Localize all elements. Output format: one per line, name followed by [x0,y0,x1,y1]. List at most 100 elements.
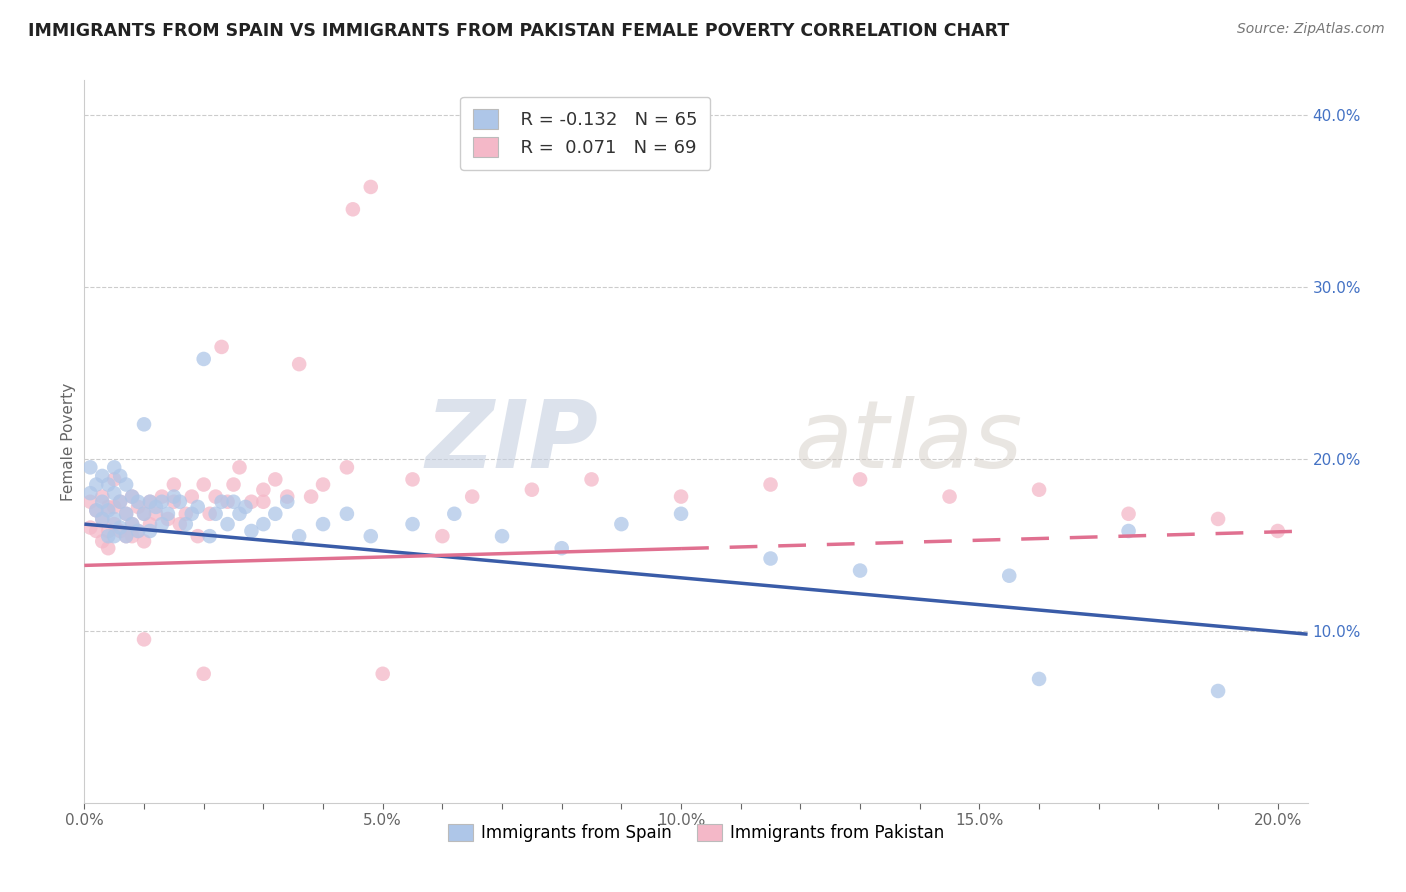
Point [252,483,274,497]
Point [240,494,263,508]
Point [1028,483,1050,497]
Point [336,507,359,521]
Point [115,529,138,543]
Point [235,500,257,514]
Point [103,529,125,543]
Point [174,507,197,521]
Point [276,494,298,508]
Point [759,551,782,566]
Point [97,477,120,491]
Point [443,507,465,521]
Text: IMMIGRANTS FROM SPAIN VS IMMIGRANTS FROM PAKISTAN FEMALE POVERTY CORRELATION CHA: IMMIGRANTS FROM SPAIN VS IMMIGRANTS FROM… [28,22,1010,40]
Point [108,520,131,534]
Point [139,494,162,508]
Point [103,486,125,500]
Point [163,477,186,491]
Point [97,541,120,556]
Point [240,524,263,538]
Point [139,517,162,532]
Point [222,494,245,508]
Point [669,507,692,521]
Point [288,357,311,371]
Point [103,460,125,475]
Point [127,500,149,514]
Point [84,503,107,517]
Point [204,490,226,504]
Point [121,517,143,532]
Point [581,472,603,486]
Point [193,477,215,491]
Point [551,541,574,556]
Point [84,524,107,538]
Point [145,507,167,521]
Point [132,417,155,432]
Point [79,460,101,475]
Point [84,503,107,517]
Point [1206,512,1229,526]
Point [276,490,298,504]
Point [132,534,155,549]
Point [401,517,423,532]
Point [108,524,131,538]
Point [1206,684,1229,698]
Point [150,517,173,532]
Point [91,512,114,526]
Point [610,517,633,532]
Point [342,202,364,217]
Point [211,340,233,354]
Point [121,490,143,504]
Point [169,517,191,532]
Point [371,666,394,681]
Point [127,524,149,538]
Point [79,494,101,508]
Point [1267,524,1289,538]
Point [193,666,215,681]
Point [849,564,872,578]
Point [121,517,143,532]
Point [132,632,155,647]
Point [132,507,155,521]
Point [103,472,125,486]
Point [669,490,692,504]
Point [115,507,138,521]
Point [228,507,250,521]
Point [84,477,107,491]
Point [217,517,239,532]
Point [139,494,162,508]
Point [360,180,382,194]
Point [1118,507,1140,521]
Point [91,534,114,549]
Point [264,472,287,486]
Text: ZIP: ZIP [425,395,598,488]
Point [228,460,250,475]
Point [91,469,114,483]
Point [360,529,382,543]
Point [91,494,114,508]
Point [180,507,202,521]
Point [217,494,239,508]
Point [759,477,782,491]
Point [103,512,125,526]
Point [491,529,513,543]
Point [132,507,155,521]
Point [156,512,179,526]
Y-axis label: Female Poverty: Female Poverty [60,383,76,500]
Point [211,494,233,508]
Point [103,517,125,532]
Point [103,500,125,514]
Point [97,524,120,538]
Point [163,494,186,508]
Point [139,524,162,538]
Point [252,517,274,532]
Point [180,490,202,504]
Point [127,524,149,538]
Point [198,507,221,521]
Point [187,500,209,514]
Text: Source: ZipAtlas.com: Source: ZipAtlas.com [1237,22,1385,37]
Point [222,477,245,491]
Point [461,490,484,504]
Point [401,472,423,486]
Point [193,351,215,366]
Point [198,529,221,543]
Point [998,568,1021,582]
